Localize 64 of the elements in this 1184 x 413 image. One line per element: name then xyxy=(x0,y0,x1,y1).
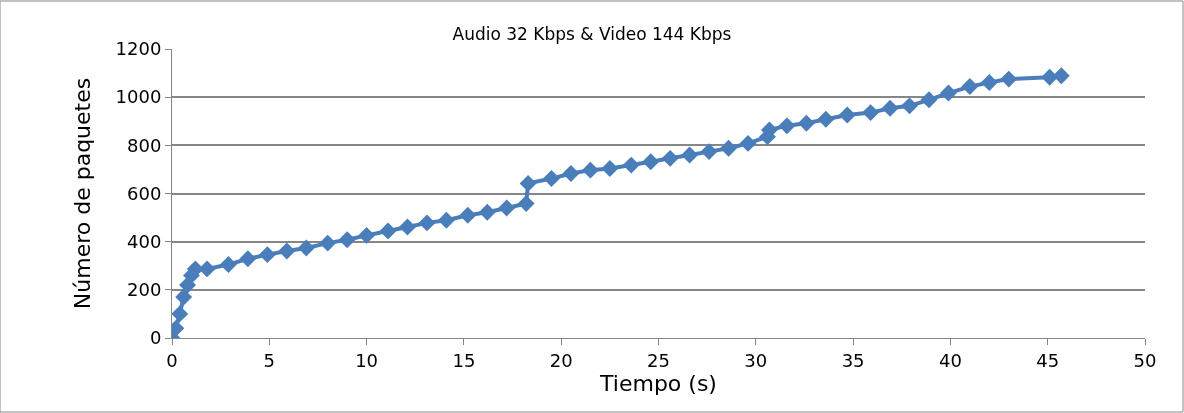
x-tick-label: 30 xyxy=(744,349,768,371)
x-tick-label: 40 xyxy=(938,349,962,371)
x-tick-label: 25 xyxy=(647,349,670,371)
point xyxy=(498,199,516,217)
x-tick-label: 50 xyxy=(1133,349,1157,371)
point xyxy=(862,104,880,122)
y-tick-label: 400 xyxy=(127,230,162,252)
y-tick-label: 800 xyxy=(127,134,162,156)
point xyxy=(739,134,757,152)
point xyxy=(562,165,580,182)
y-axis-title: Número de paquetes xyxy=(70,77,96,310)
point xyxy=(258,246,276,264)
point xyxy=(642,153,660,171)
point xyxy=(517,195,535,213)
point xyxy=(778,117,796,135)
point xyxy=(920,91,938,109)
point xyxy=(817,110,835,128)
y-tick-label: 1200 xyxy=(115,38,162,60)
point xyxy=(399,218,416,236)
x-tick-label: 15 xyxy=(452,349,476,371)
chart-title: Audio 32 Kbps & Video 144 Kbps xyxy=(452,23,732,44)
point xyxy=(459,206,477,224)
y-tick-label: 0 xyxy=(149,327,162,349)
point xyxy=(437,211,455,229)
point xyxy=(219,256,237,273)
point xyxy=(278,242,296,260)
point xyxy=(601,160,619,177)
point xyxy=(961,78,979,96)
y-tick-label: 200 xyxy=(127,279,162,301)
point xyxy=(700,143,718,161)
point xyxy=(622,156,640,174)
point xyxy=(1000,70,1018,88)
x-tick-label: 5 xyxy=(263,349,276,371)
x-tick-label: 0 xyxy=(166,349,178,371)
point xyxy=(838,106,856,124)
point xyxy=(797,114,815,132)
point xyxy=(239,250,257,268)
point xyxy=(175,288,193,306)
point xyxy=(358,226,376,244)
x-tick-label: 35 xyxy=(841,349,865,371)
point xyxy=(661,149,679,167)
point xyxy=(297,239,315,257)
point xyxy=(543,170,560,188)
point xyxy=(1052,67,1070,85)
point xyxy=(980,74,998,91)
point xyxy=(379,222,397,240)
x-tick-label: 45 xyxy=(1036,349,1060,371)
point xyxy=(681,146,699,164)
point xyxy=(901,97,918,115)
point xyxy=(418,214,436,232)
point xyxy=(581,161,599,179)
x-axis-title: Tiempo (s) xyxy=(599,370,717,396)
y-tick-label: 1000 xyxy=(115,86,162,108)
point xyxy=(720,139,738,157)
x-tick-label: 10 xyxy=(355,349,379,371)
x-tick-label: 20 xyxy=(549,349,573,371)
point xyxy=(881,99,899,117)
point xyxy=(940,84,957,102)
point xyxy=(319,234,337,252)
y-tick-label: 600 xyxy=(127,182,162,204)
point xyxy=(478,203,496,221)
point xyxy=(338,231,356,249)
point xyxy=(172,305,189,323)
point xyxy=(519,174,537,192)
